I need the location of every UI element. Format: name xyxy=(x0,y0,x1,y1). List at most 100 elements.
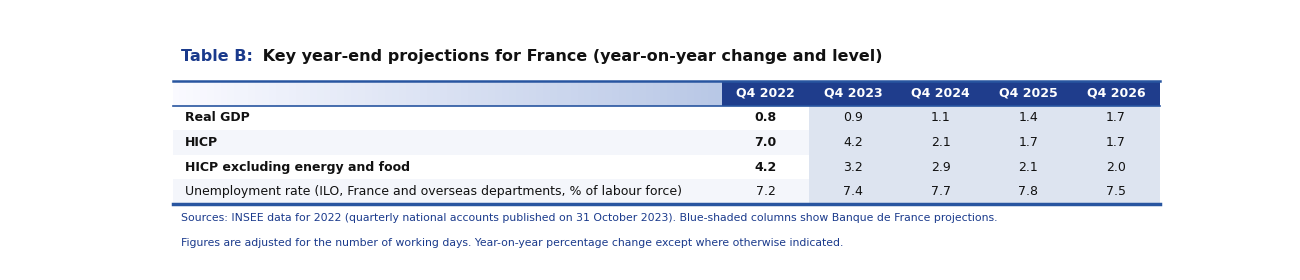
Bar xyxy=(688,81,694,106)
Bar xyxy=(413,81,420,106)
Text: 1.4: 1.4 xyxy=(1019,111,1039,124)
Bar xyxy=(722,81,1160,106)
Bar xyxy=(290,81,296,106)
Bar xyxy=(489,81,495,106)
Text: 7.7: 7.7 xyxy=(931,185,950,198)
Bar xyxy=(248,81,255,106)
Bar xyxy=(441,81,447,106)
Bar xyxy=(585,81,592,106)
Bar xyxy=(604,81,612,106)
Bar xyxy=(179,81,186,106)
Bar xyxy=(577,81,585,106)
Bar xyxy=(810,106,1160,130)
Text: 7.0: 7.0 xyxy=(754,136,776,149)
Bar xyxy=(810,155,1160,179)
Bar xyxy=(592,81,598,106)
Bar xyxy=(673,81,680,106)
Bar xyxy=(399,81,406,106)
Bar xyxy=(221,81,228,106)
Bar xyxy=(543,81,550,106)
Text: 1.7: 1.7 xyxy=(1018,136,1039,149)
Bar xyxy=(269,81,276,106)
Bar xyxy=(571,81,577,106)
Text: HICP: HICP xyxy=(185,136,218,149)
Text: Figures are adjusted for the number of working days. Year-on-year percentage cha: Figures are adjusted for the number of w… xyxy=(181,239,842,248)
Bar xyxy=(667,81,673,106)
Bar xyxy=(495,81,502,106)
Text: 3.2: 3.2 xyxy=(844,160,863,174)
Bar xyxy=(537,81,543,106)
Bar xyxy=(261,81,269,106)
Bar xyxy=(213,81,221,106)
Bar xyxy=(207,81,213,106)
Bar xyxy=(523,81,529,106)
Bar xyxy=(406,81,413,106)
Text: Unemployment rate (ILO, France and overseas departments, % of labour force): Unemployment rate (ILO, France and overs… xyxy=(185,185,681,198)
Bar xyxy=(502,81,508,106)
Bar xyxy=(365,81,372,106)
Bar xyxy=(351,81,358,106)
Bar xyxy=(640,81,646,106)
Text: Q4 2023: Q4 2023 xyxy=(824,87,883,100)
Bar xyxy=(460,81,468,106)
Bar xyxy=(619,81,625,106)
Bar xyxy=(433,81,441,106)
Text: Q4 2025: Q4 2025 xyxy=(1000,87,1058,100)
Bar xyxy=(276,81,282,106)
Text: 2.0: 2.0 xyxy=(1106,160,1126,174)
Bar xyxy=(694,81,701,106)
Bar xyxy=(242,81,248,106)
Bar xyxy=(598,81,604,106)
Text: 7.2: 7.2 xyxy=(755,185,775,198)
Text: 0.9: 0.9 xyxy=(844,111,863,124)
Bar xyxy=(393,81,399,106)
Text: 1.7: 1.7 xyxy=(1106,136,1126,149)
Bar xyxy=(529,81,537,106)
Bar xyxy=(625,81,632,106)
Text: 4.2: 4.2 xyxy=(844,136,863,149)
Text: 4.2: 4.2 xyxy=(754,160,776,174)
Text: Real GDP: Real GDP xyxy=(185,111,250,124)
Bar xyxy=(426,81,433,106)
Bar xyxy=(296,81,303,106)
Bar xyxy=(358,81,365,106)
Bar xyxy=(200,81,207,106)
Bar xyxy=(372,81,378,106)
Bar xyxy=(715,81,722,106)
Bar xyxy=(701,81,708,106)
Text: 0.8: 0.8 xyxy=(754,111,776,124)
Text: 2.1: 2.1 xyxy=(931,136,950,149)
Bar xyxy=(474,81,481,106)
Bar xyxy=(550,81,556,106)
Bar xyxy=(680,81,688,106)
Bar xyxy=(344,81,351,106)
Bar xyxy=(227,81,234,106)
Bar xyxy=(632,81,640,106)
Text: Q4 2022: Q4 2022 xyxy=(736,87,794,100)
Bar xyxy=(324,81,330,106)
Text: 1.7: 1.7 xyxy=(1106,111,1126,124)
Bar xyxy=(810,179,1160,204)
Bar xyxy=(556,81,564,106)
Bar xyxy=(660,81,667,106)
Bar xyxy=(330,81,337,106)
Bar xyxy=(173,179,1160,204)
Text: 7.8: 7.8 xyxy=(1018,185,1039,198)
Text: Q4 2026: Q4 2026 xyxy=(1087,87,1145,100)
Bar xyxy=(810,130,1160,155)
Bar xyxy=(303,81,309,106)
Bar xyxy=(194,81,200,106)
Bar xyxy=(186,81,194,106)
Bar xyxy=(508,81,516,106)
Bar xyxy=(385,81,393,106)
Text: 1.1: 1.1 xyxy=(931,111,950,124)
Bar xyxy=(481,81,489,106)
Bar xyxy=(378,81,385,106)
Bar xyxy=(708,81,715,106)
Text: Sources: INSEE data for 2022 (quarterly national accounts published on 31 Octobe: Sources: INSEE data for 2022 (quarterly … xyxy=(181,213,997,223)
Text: 2.9: 2.9 xyxy=(931,160,950,174)
Bar xyxy=(173,81,179,106)
Bar xyxy=(420,81,426,106)
Text: 7.5: 7.5 xyxy=(1106,185,1126,198)
Bar xyxy=(317,81,324,106)
